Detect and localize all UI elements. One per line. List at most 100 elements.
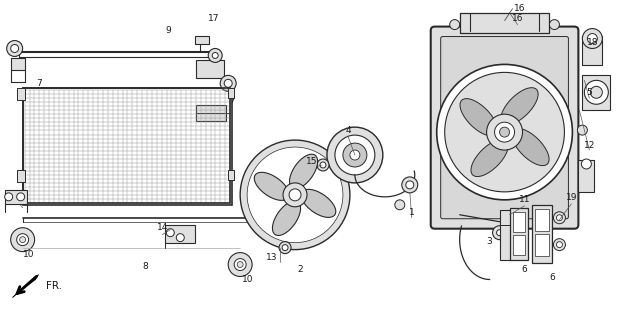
Circle shape xyxy=(584,80,608,104)
Bar xyxy=(460,13,550,33)
Circle shape xyxy=(208,49,222,62)
Text: 14: 14 xyxy=(17,197,28,206)
Circle shape xyxy=(7,41,23,56)
Circle shape xyxy=(497,230,503,236)
FancyBboxPatch shape xyxy=(431,27,578,229)
Circle shape xyxy=(247,147,343,243)
Circle shape xyxy=(167,229,175,237)
Circle shape xyxy=(282,244,288,251)
Bar xyxy=(578,160,594,192)
Text: 10: 10 xyxy=(242,275,254,284)
Circle shape xyxy=(327,127,383,183)
Circle shape xyxy=(395,200,405,210)
Circle shape xyxy=(492,226,507,240)
Circle shape xyxy=(445,72,565,192)
Bar xyxy=(513,212,524,232)
Circle shape xyxy=(5,193,13,201)
Text: 19: 19 xyxy=(566,193,577,202)
Circle shape xyxy=(220,76,236,91)
Bar xyxy=(5,190,27,204)
Text: 14: 14 xyxy=(157,223,168,232)
Ellipse shape xyxy=(273,201,300,236)
Text: 18: 18 xyxy=(587,38,598,47)
Circle shape xyxy=(240,140,350,250)
Circle shape xyxy=(582,28,602,49)
Circle shape xyxy=(587,34,597,44)
Text: 9: 9 xyxy=(165,26,171,35)
Circle shape xyxy=(10,228,35,252)
Circle shape xyxy=(450,20,460,29)
Ellipse shape xyxy=(289,154,318,189)
Ellipse shape xyxy=(301,189,336,217)
Circle shape xyxy=(402,177,418,193)
Bar xyxy=(196,60,224,78)
Bar xyxy=(513,235,524,255)
Text: 8: 8 xyxy=(143,262,148,271)
Circle shape xyxy=(590,86,602,98)
Circle shape xyxy=(176,234,184,242)
Circle shape xyxy=(289,189,301,201)
Circle shape xyxy=(228,252,252,276)
Circle shape xyxy=(343,143,367,167)
Circle shape xyxy=(553,239,565,251)
Bar xyxy=(532,205,552,262)
Circle shape xyxy=(550,20,560,29)
Bar xyxy=(536,234,550,256)
Ellipse shape xyxy=(471,140,508,177)
Text: 6: 6 xyxy=(521,265,528,274)
Polygon shape xyxy=(13,275,39,297)
Bar xyxy=(10,59,25,70)
Text: 6: 6 xyxy=(550,273,555,282)
Text: 4: 4 xyxy=(345,126,350,135)
Circle shape xyxy=(283,183,307,207)
Circle shape xyxy=(234,259,246,270)
Circle shape xyxy=(212,52,218,59)
Circle shape xyxy=(17,234,28,246)
Text: 11: 11 xyxy=(519,195,530,204)
Text: 17: 17 xyxy=(207,14,219,23)
Circle shape xyxy=(406,181,414,189)
Bar xyxy=(17,170,25,182)
Bar xyxy=(228,170,234,180)
Text: 15: 15 xyxy=(306,157,318,166)
Text: 12: 12 xyxy=(584,140,595,149)
Bar xyxy=(582,36,602,65)
Bar xyxy=(23,88,230,203)
Circle shape xyxy=(20,237,26,243)
Ellipse shape xyxy=(501,88,538,125)
Circle shape xyxy=(10,44,19,52)
Bar xyxy=(228,88,234,98)
Ellipse shape xyxy=(460,99,497,136)
Bar xyxy=(23,88,232,205)
Circle shape xyxy=(350,150,360,160)
Ellipse shape xyxy=(254,172,289,200)
Circle shape xyxy=(581,159,591,169)
Circle shape xyxy=(320,162,326,168)
Circle shape xyxy=(578,125,587,135)
Circle shape xyxy=(553,212,565,224)
Circle shape xyxy=(279,242,291,253)
Circle shape xyxy=(317,159,329,171)
Circle shape xyxy=(487,114,523,150)
Bar xyxy=(165,225,195,243)
Text: FR.: FR. xyxy=(46,282,62,292)
Text: 7: 7 xyxy=(36,79,41,88)
Text: 1: 1 xyxy=(409,208,415,217)
Bar xyxy=(195,36,209,44)
Bar xyxy=(196,105,226,121)
Bar xyxy=(582,76,610,110)
Text: 13: 13 xyxy=(267,253,278,262)
Text: 2: 2 xyxy=(297,265,303,274)
Circle shape xyxy=(557,242,563,248)
Text: 3: 3 xyxy=(487,237,492,246)
Circle shape xyxy=(557,215,563,221)
Text: 16: 16 xyxy=(514,4,525,13)
FancyBboxPatch shape xyxy=(441,36,568,219)
Circle shape xyxy=(335,135,375,175)
Bar xyxy=(510,208,528,260)
Circle shape xyxy=(237,261,243,268)
Bar xyxy=(17,88,25,100)
Ellipse shape xyxy=(512,128,549,166)
Text: 16: 16 xyxy=(511,14,523,23)
Circle shape xyxy=(495,122,515,142)
